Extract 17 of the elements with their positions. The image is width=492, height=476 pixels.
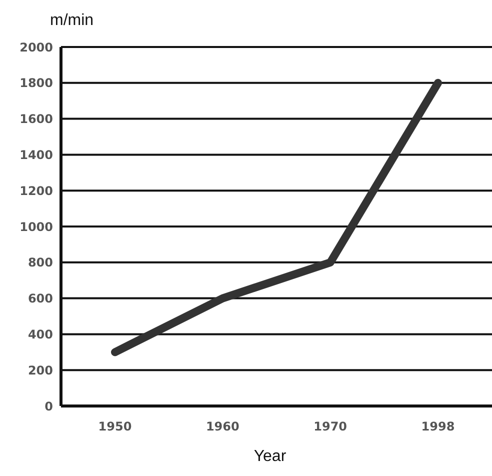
y-tick-label: 2000 — [20, 40, 53, 54]
y-tick-label: 400 — [28, 327, 53, 342]
y-tick-label: 1800 — [20, 76, 53, 90]
x-tick-label: 1950 — [98, 420, 132, 434]
y-tick-label: 800 — [28, 256, 53, 270]
x-tick-label: 1970 — [314, 420, 348, 434]
y-tick-label: 1600 — [20, 112, 53, 126]
y-tick-label: 1000 — [20, 220, 53, 234]
y-tick-label: 1400 — [20, 148, 53, 162]
x-axis-title: Year — [252, 448, 288, 466]
y-tick-label: 0 — [44, 399, 53, 414]
y-tick-label: 600 — [28, 292, 53, 306]
x-tick-label: 1960 — [206, 420, 240, 434]
y-axis-title: m/min — [50, 12, 94, 30]
y-tick-label: 200 — [28, 363, 53, 378]
y-tick-label: 1200 — [20, 184, 53, 198]
x-tick-label: 1998 — [421, 420, 455, 434]
